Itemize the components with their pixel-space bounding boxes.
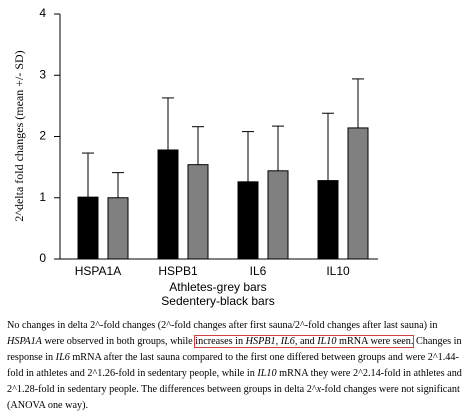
x-tick-label: IL6	[250, 264, 267, 278]
caption: No changes in delta 2^-fold changes (2^-…	[7, 318, 469, 414]
y-tick-label: 2	[39, 129, 46, 143]
caption-text: were observed in both groups, while	[41, 336, 196, 347]
caption-text: x	[316, 384, 322, 395]
caption-text: IL6	[55, 352, 70, 363]
bar	[77, 196, 99, 260]
highlight-box: increases in HSPB1, IL6, and IL10 mRNA w…	[194, 335, 415, 348]
caption-text: and	[297, 336, 318, 347]
caption-text: HSPB1, IL6,	[245, 336, 298, 347]
chart: 2^delta fold changes (mean +/- SD) 0 1 2 3 4…	[12, 6, 378, 308]
caption-text: HSPA1A	[7, 336, 42, 347]
bar	[317, 180, 339, 260]
caption-text: mRNA were seen.	[336, 336, 414, 347]
x-tick-label: HSPA1A	[75, 264, 121, 278]
legend-label: Athletes-grey bars	[169, 280, 266, 294]
bar	[267, 170, 289, 260]
y-tick-label: 4	[39, 6, 46, 20]
bar	[157, 149, 179, 260]
caption-text: mRNA they were 2^2.14-fold in athletes a…	[7, 368, 462, 395]
bar	[237, 181, 259, 260]
bar	[347, 127, 369, 260]
y-tick-label: 0	[39, 251, 46, 265]
bar	[107, 197, 129, 260]
y-axis-title: 2^delta fold changes (mean +/- SD)	[12, 50, 26, 221]
legend-label: Sedentery-black bars	[161, 294, 274, 308]
caption-text: IL10	[317, 336, 337, 347]
caption-text: IL10	[257, 368, 277, 379]
caption-text: No changes in delta 2^-fold changes (2^-…	[7, 320, 438, 331]
caption-text: -fold changes were not significant (ANOV…	[7, 384, 460, 411]
y-tick-label: 3	[39, 67, 46, 81]
bar	[187, 164, 209, 260]
y-tick-label: 1	[39, 190, 46, 204]
caption-text: Changes in response in	[7, 336, 462, 363]
caption-text: increases in	[195, 336, 246, 347]
x-tick-label: IL10	[326, 264, 350, 278]
x-tick-label: HSPB1	[158, 264, 198, 278]
caption-text: mRNA after the last sauna compared to th…	[7, 352, 459, 379]
